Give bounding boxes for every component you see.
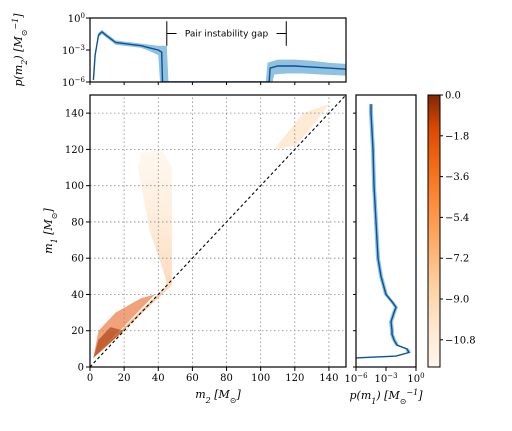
y-tick-label: 140	[65, 109, 84, 120]
density-region-low-mass	[93, 149, 172, 358]
y-tick-label: 0	[78, 363, 84, 374]
top-y-tick-label: 10−6	[62, 76, 86, 89]
right-frame	[355, 94, 417, 368]
y-tick-label: 100	[65, 181, 84, 192]
right-credible-band	[356, 104, 411, 358]
colorbar-tick-label: −3.6	[445, 172, 469, 183]
colorbar-tick-label: −7.2	[445, 254, 469, 265]
colorbar-tick-label: 0.0	[445, 91, 461, 102]
x-tick-label: 20	[118, 373, 131, 384]
x-tick-label: 80	[220, 373, 233, 384]
x-tick-label: 40	[152, 373, 165, 384]
x-tick-label: 100	[251, 373, 270, 384]
x-tick-label: 120	[285, 373, 304, 384]
y-tick-label: 20	[71, 326, 84, 337]
top-median-line	[92, 30, 346, 82]
density-regions	[93, 104, 329, 358]
colorbar-tick-label: −10.8	[445, 335, 476, 346]
colorbar-tick-label: −1.8	[445, 131, 469, 142]
colorbar-fill	[427, 94, 441, 368]
right-x-tick-label: 10−6	[344, 372, 368, 385]
top-credible-band	[93, 29, 346, 82]
y-tick-label: 40	[71, 290, 84, 301]
colorbar-tick-label: −9.0	[445, 295, 469, 306]
top-y-axis-label: p(m2) [M⊙−1]	[11, 13, 29, 87]
right-x-tick-label: 100	[407, 372, 424, 385]
colorbar-tick-label: −5.4	[445, 213, 469, 224]
density-region-upper	[274, 104, 329, 150]
x-tick-label: 0	[87, 373, 93, 384]
top-curves	[92, 29, 346, 82]
y-tick-label: 60	[71, 254, 84, 265]
top-y-tick-label: 10−3	[62, 44, 85, 57]
x-tick-label: 140	[319, 373, 338, 384]
x-axis-label: m2 [M⊙]	[195, 388, 241, 405]
y-tick-label: 120	[65, 145, 84, 156]
gap-label: Pair instability gap	[185, 29, 269, 39]
diagonal-line	[89, 94, 347, 368]
colorbar: 0.0 −1.8 −3.6 −5.4 −7.2 −9.0 −10.8	[427, 91, 476, 368]
top-marginal-panel: 100 10−3 10−6 p(m2) [M⊙−1] Pair instability …	[11, 12, 347, 89]
density-peak	[93, 327, 125, 358]
right-x-tick-label: 10−3	[374, 372, 397, 385]
y-axis-label: m1 [M⊙]	[42, 208, 59, 254]
main-frame	[89, 94, 347, 368]
y-tick-label: 80	[71, 217, 84, 228]
right-curves	[356, 104, 411, 359]
right-median-line	[356, 104, 411, 359]
right-marginal-panel: 10−6 10−3 100 p(m1) [M⊙−1]	[344, 94, 425, 406]
top-y-tick-label: 100	[68, 12, 85, 25]
x-tick-label: 60	[186, 373, 199, 384]
joint-panel: 0 20 40 60 80 100 120 140 0 20 40 60 80 100 120 140 m2 […	[42, 94, 347, 405]
gap-label-bg	[176, 25, 277, 41]
right-x-axis-label: p(m1) [M⊙−1]	[350, 388, 424, 406]
